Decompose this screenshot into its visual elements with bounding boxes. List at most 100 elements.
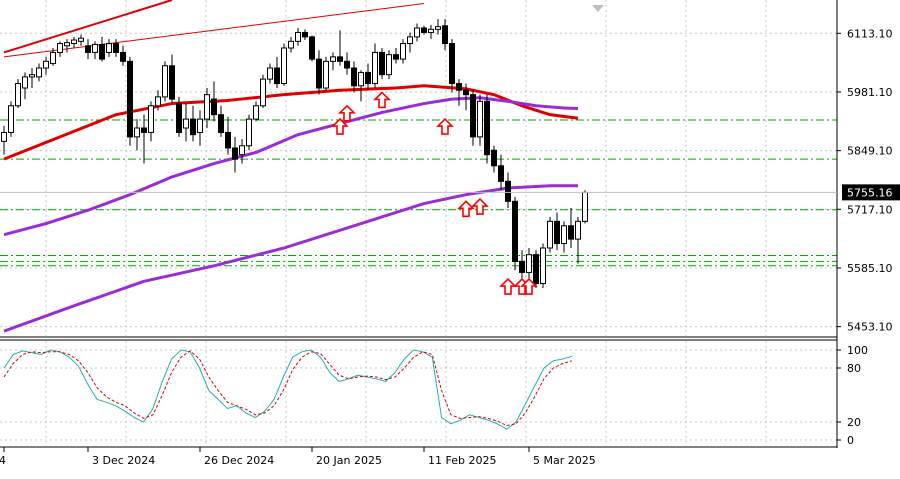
candle[interactable] xyxy=(162,61,168,102)
moving-average-line[interactable] xyxy=(3,184,578,333)
candle[interactable] xyxy=(50,48,56,66)
buy-arrow-icon[interactable] xyxy=(520,277,538,295)
candle[interactable] xyxy=(323,56,329,91)
candle-body xyxy=(519,260,525,273)
candle[interactable] xyxy=(148,101,154,142)
candle[interactable] xyxy=(442,19,448,51)
candle[interactable] xyxy=(386,50,392,80)
candle[interactable] xyxy=(155,90,161,111)
candle[interactable] xyxy=(295,28,301,46)
candle[interactable] xyxy=(8,101,14,137)
candle[interactable] xyxy=(561,221,567,253)
candle[interactable] xyxy=(127,56,133,146)
candle[interactable] xyxy=(43,56,49,75)
candle[interactable] xyxy=(505,172,511,208)
candle-body xyxy=(85,45,91,53)
candle[interactable] xyxy=(393,48,399,64)
candle[interactable] xyxy=(456,79,462,106)
candle[interactable] xyxy=(218,105,224,137)
candle[interactable] xyxy=(449,39,455,93)
buy-arrow-icon[interactable] xyxy=(373,91,391,109)
candle[interactable] xyxy=(211,81,217,122)
candle[interactable] xyxy=(568,208,574,248)
candle[interactable] xyxy=(22,72,28,100)
candle[interactable] xyxy=(540,243,546,288)
candle[interactable] xyxy=(197,110,203,146)
candle[interactable] xyxy=(78,34,84,46)
candle[interactable] xyxy=(29,68,35,88)
candle[interactable] xyxy=(260,74,266,108)
candle[interactable] xyxy=(274,56,280,88)
candle[interactable] xyxy=(225,116,231,155)
candle[interactable] xyxy=(134,119,140,151)
candle[interactable] xyxy=(71,36,77,48)
candle[interactable] xyxy=(400,39,406,64)
buy-arrow-icon[interactable] xyxy=(457,200,475,218)
candle[interactable] xyxy=(407,32,413,53)
candle[interactable] xyxy=(99,36,105,62)
candle[interactable] xyxy=(281,43,287,86)
candle[interactable] xyxy=(547,216,553,253)
candle[interactable] xyxy=(64,39,70,53)
candle[interactable] xyxy=(477,94,483,146)
candle[interactable] xyxy=(351,61,357,93)
candle[interactable] xyxy=(204,88,210,128)
candle[interactable] xyxy=(554,212,560,251)
buy-arrow-icon[interactable] xyxy=(338,104,356,122)
candle[interactable] xyxy=(463,83,469,111)
candle[interactable] xyxy=(36,63,42,82)
candle[interactable] xyxy=(512,196,518,271)
candle[interactable] xyxy=(85,39,91,60)
candle[interactable] xyxy=(330,52,336,71)
candle[interactable] xyxy=(141,114,147,164)
candle[interactable] xyxy=(491,145,497,173)
buy-arrow-icon[interactable] xyxy=(471,197,489,215)
candle[interactable] xyxy=(379,48,385,80)
candle[interactable] xyxy=(288,36,294,53)
candle[interactable] xyxy=(316,50,322,95)
candle[interactable] xyxy=(470,90,476,146)
candle[interactable] xyxy=(358,70,364,102)
buy-arrow-icon[interactable] xyxy=(331,117,349,135)
candle[interactable] xyxy=(575,216,581,264)
candle[interactable] xyxy=(309,35,315,62)
candle[interactable] xyxy=(190,105,196,142)
candle[interactable] xyxy=(246,114,252,151)
candle[interactable] xyxy=(120,45,126,66)
buy-arrow-icon[interactable] xyxy=(436,117,454,135)
candle[interactable] xyxy=(526,248,532,280)
candle[interactable] xyxy=(169,54,175,104)
candle[interactable] xyxy=(484,94,490,164)
candle[interactable] xyxy=(428,24,434,40)
candle[interactable] xyxy=(15,79,21,108)
candle[interactable] xyxy=(253,101,259,122)
candle[interactable] xyxy=(414,23,420,42)
candle[interactable] xyxy=(176,96,182,137)
candle[interactable] xyxy=(421,25,427,35)
oscillator-main-line[interactable] xyxy=(3,349,573,430)
oscillator-signal-line[interactable] xyxy=(3,350,573,427)
trend-line[interactable] xyxy=(3,0,173,54)
candle[interactable] xyxy=(435,19,441,35)
candle[interactable] xyxy=(106,39,112,57)
candle[interactable] xyxy=(372,43,378,88)
candle[interactable] xyxy=(239,139,245,164)
candle[interactable] xyxy=(1,125,7,155)
candle[interactable] xyxy=(183,103,189,142)
candle[interactable] xyxy=(337,30,343,66)
candle[interactable] xyxy=(232,136,238,173)
candle[interactable] xyxy=(498,154,504,191)
candle[interactable] xyxy=(344,52,350,75)
candle[interactable] xyxy=(302,29,308,40)
chart-shift-marker-icon[interactable] xyxy=(592,5,604,12)
candle[interactable] xyxy=(533,250,539,288)
candle[interactable] xyxy=(57,41,63,57)
candle[interactable] xyxy=(365,63,371,91)
candle-body xyxy=(491,149,497,167)
candle[interactable] xyxy=(267,63,273,84)
candle[interactable] xyxy=(113,39,119,57)
candle[interactable] xyxy=(92,41,98,60)
candle[interactable] xyxy=(582,190,588,224)
